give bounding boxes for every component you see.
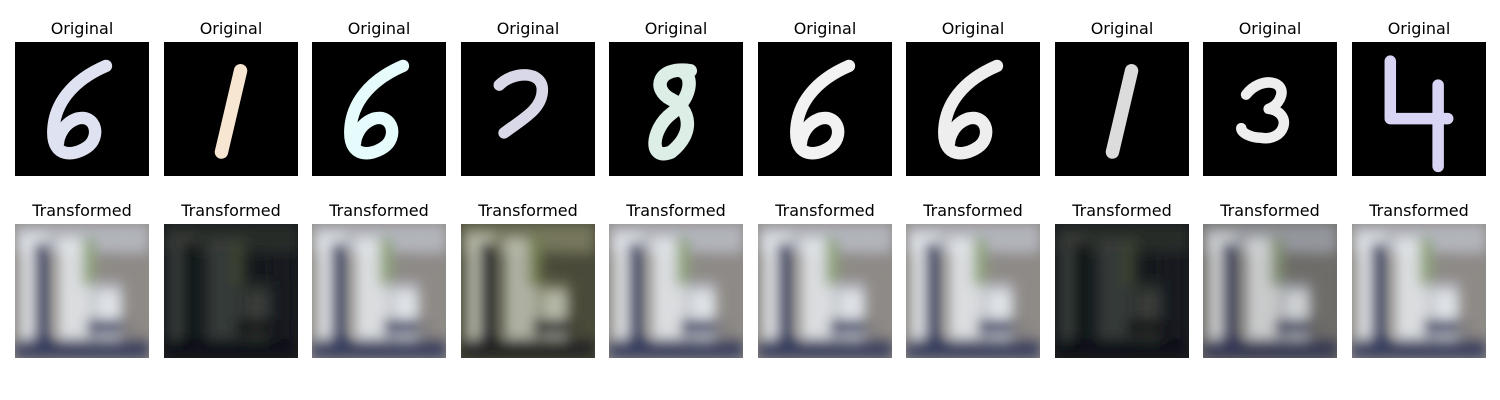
panel-title: Original xyxy=(347,19,411,38)
image-background xyxy=(1352,42,1486,176)
image-content xyxy=(906,224,1040,358)
digit-stroke xyxy=(47,59,113,160)
panel-title: Transformed xyxy=(1220,201,1320,220)
panel-title: Transformed xyxy=(626,201,726,220)
panel-title: Original xyxy=(1387,19,1451,38)
image-content xyxy=(609,224,743,358)
image-content xyxy=(1203,224,1337,358)
image-content xyxy=(312,224,446,358)
panel-title: Original xyxy=(1090,19,1154,38)
original-image xyxy=(15,42,149,176)
digit-stroke xyxy=(648,63,698,161)
transformed-image xyxy=(1203,224,1337,358)
transformed-image xyxy=(1055,224,1189,358)
panel-title: Transformed xyxy=(478,201,578,220)
original-image xyxy=(1055,42,1189,176)
panel-title: Original xyxy=(496,19,560,38)
panel-title: Transformed xyxy=(181,201,281,220)
panel-title: Transformed xyxy=(1369,201,1469,220)
image-content xyxy=(1055,224,1189,358)
transformed-image xyxy=(164,224,298,358)
transformed-image xyxy=(15,224,149,358)
digit-stroke xyxy=(1236,77,1289,144)
image-content xyxy=(164,224,298,358)
digit-stroke xyxy=(214,64,248,159)
transformed-image xyxy=(906,224,1040,358)
panel-title: Original xyxy=(1238,19,1302,38)
original-image xyxy=(312,42,446,176)
panel-title: Original xyxy=(793,19,857,38)
panel-title: Transformed xyxy=(775,201,875,220)
transformed-image xyxy=(1352,224,1486,358)
original-image xyxy=(1352,42,1486,176)
transformed-image xyxy=(758,224,892,358)
original-image xyxy=(461,42,595,176)
image-content xyxy=(758,224,892,358)
digit-stroke xyxy=(1384,55,1454,173)
original-image xyxy=(164,42,298,176)
panel-title: Transformed xyxy=(32,201,132,220)
panel-title: Original xyxy=(644,19,708,38)
digit-stroke xyxy=(1105,64,1139,159)
panel-title: Original xyxy=(50,19,114,38)
panel-title: Transformed xyxy=(329,201,429,220)
panel-title: Transformed xyxy=(1072,201,1172,220)
transformed-image xyxy=(312,224,446,358)
image-content xyxy=(15,224,149,358)
panel-title: Original xyxy=(199,19,263,38)
digit-stroke xyxy=(493,69,549,139)
transformed-image xyxy=(461,224,595,358)
original-image xyxy=(906,42,1040,176)
original-image xyxy=(1203,42,1337,176)
original-image xyxy=(609,42,743,176)
digit-stroke xyxy=(344,59,410,160)
image-content xyxy=(461,224,595,358)
panel-title: Original xyxy=(941,19,1005,38)
digit-stroke xyxy=(790,59,856,160)
panel-title: Transformed xyxy=(923,201,1023,220)
image-content xyxy=(1352,224,1486,358)
original-image xyxy=(758,42,892,176)
transformed-image xyxy=(609,224,743,358)
digit-stroke xyxy=(938,59,1004,160)
